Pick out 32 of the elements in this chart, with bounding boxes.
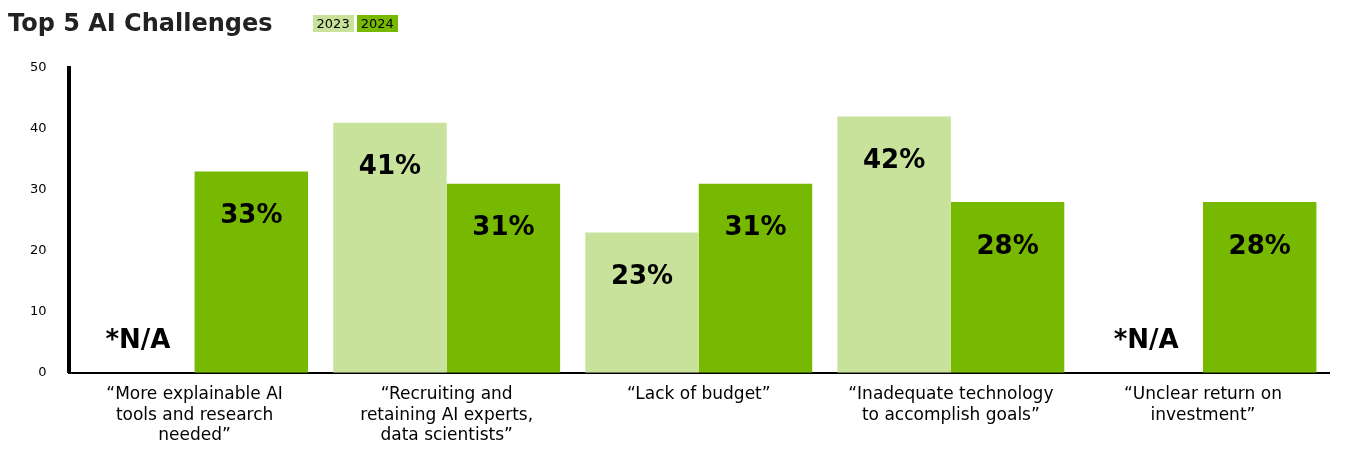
bar: [585, 232, 699, 373]
data-label: 33%: [220, 199, 283, 230]
y-tick-label: 50: [30, 59, 47, 75]
text: *N/A: [1113, 323, 1179, 354]
text: *N/A: [105, 323, 171, 354]
data-label: 41%: [358, 150, 422, 181]
y-tick-label: 20: [30, 242, 47, 258]
y-tick-label: 10: [30, 303, 47, 319]
x-tick-label: “More explainable AI tools and research needed”: [106, 383, 283, 445]
y-tick-label: 40: [30, 120, 47, 136]
bar: [333, 122, 447, 373]
text: 2024: [356, 14, 398, 32]
text: 2023: [312, 14, 354, 32]
data-label: 31%: [724, 211, 787, 242]
bar: [1202, 202, 1317, 373]
bar: [446, 183, 561, 373]
data-label: 23%: [610, 260, 674, 291]
data-label: 28%: [976, 229, 1039, 260]
bar: [950, 202, 1065, 373]
x-tick-label: “Inadequate technology to accomplish goals”: [848, 383, 1054, 424]
x-tick-label: “Recruiting and retaining AI experts, data scientists”: [360, 383, 534, 445]
data-label: 31%: [472, 211, 535, 242]
x-tick-label: “Lack of budget”: [626, 383, 771, 404]
bar: [837, 116, 951, 373]
bar: [698, 183, 813, 373]
data-label: 42%: [863, 144, 926, 175]
chart-title: Top 5 AI Challenges: [8, 9, 273, 37]
bar: [194, 171, 309, 373]
data-label: 28%: [1228, 229, 1291, 260]
y-tick-label: 30: [30, 181, 47, 197]
x-tick-label: “Unclear return on investment”: [1123, 383, 1282, 424]
y-tick-label: 0: [38, 364, 47, 380]
